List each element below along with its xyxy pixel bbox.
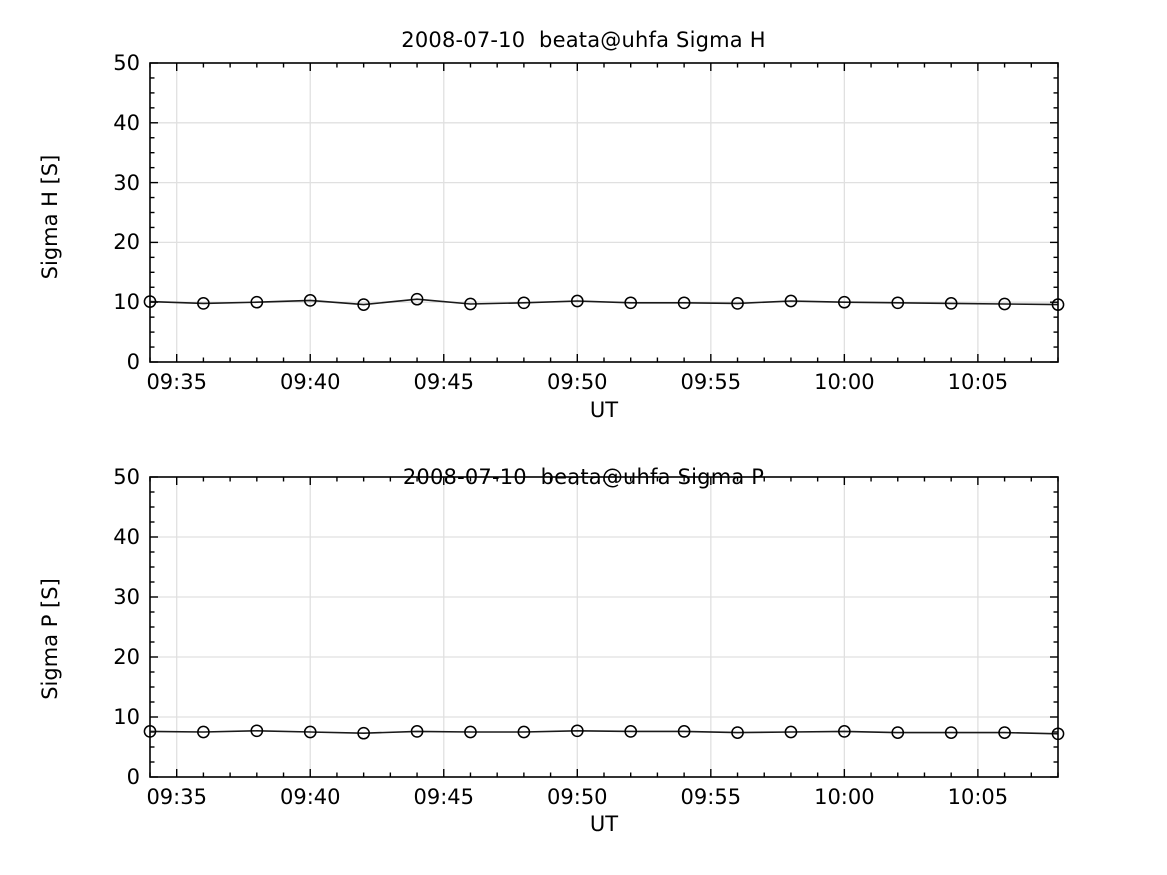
y-tick-label: 50 [113, 51, 140, 75]
data-point-marker [998, 726, 1011, 739]
x-tick-label: 09:40 [279, 370, 341, 394]
data-point-marker [197, 725, 210, 739]
x-tick-label: 10:05 [947, 785, 1009, 809]
data-series-line [149, 729, 1059, 735]
y-tick-label: 0 [126, 765, 140, 789]
axis-ticks [149, 62, 1059, 363]
data-point-marker [677, 725, 691, 738]
data-point-marker [357, 298, 370, 311]
x-tick-label: 09:45 [413, 370, 475, 394]
x-tick-label: 09:55 [680, 785, 742, 809]
data-point-marker [410, 725, 424, 738]
data-point-marker [624, 725, 638, 738]
chart-title-sigma-h: 2008-07-10 beata@uhfa Sigma H [401, 28, 766, 52]
data-point-marker [838, 295, 851, 309]
x-tick-label: 09:40 [279, 785, 341, 809]
plot-area-sigma-h [143, 62, 1065, 363]
data-point-marker [784, 725, 798, 739]
data-point-marker [357, 726, 370, 740]
x-tick-label: 10:05 [947, 370, 1009, 394]
chart-panel-sigma-p: 2008-07-10 beata@uhfa Sigma P Sigma P [S… [0, 437, 1167, 875]
data-point-marker [891, 296, 905, 310]
data-point-marker [998, 297, 1011, 311]
y-tick-label: 40 [113, 110, 140, 135]
y-tick-label: 40 [113, 525, 140, 549]
data-point-marker [944, 297, 958, 310]
data-point-marker [677, 296, 691, 310]
data-point-marker [197, 297, 210, 310]
data-point-marker [410, 292, 424, 306]
data-point-marker [570, 724, 584, 738]
x-tick-label: 10:00 [814, 370, 875, 394]
data-point-marker [517, 296, 531, 310]
y-tick-label: 10 [113, 290, 140, 315]
data-point-marker [464, 297, 477, 311]
x-axis-label-sigma-h: UT [589, 398, 619, 422]
y-tick-label: 0 [126, 350, 140, 374]
data-point-marker [838, 725, 851, 738]
x-tick-label: 09:50 [547, 370, 608, 394]
x-tick-label: 09:35 [146, 785, 207, 809]
grid-lines [150, 63, 1058, 362]
data-point-marker [784, 294, 798, 308]
data-point-markers [143, 724, 1065, 741]
x-tick-label: 10:00 [814, 785, 875, 809]
data-point-marker [731, 726, 744, 739]
data-point-marker [464, 725, 477, 739]
axes-frame [149, 476, 1059, 778]
data-point-marker [250, 724, 264, 738]
x-tick-label: 09:55 [680, 370, 742, 394]
data-point-marker [303, 294, 317, 307]
data-point-marker [570, 294, 584, 308]
grid-lines [150, 477, 1058, 777]
data-point-marker [624, 296, 638, 310]
data-point-marker [944, 726, 958, 739]
x-tick-label: 09:35 [146, 370, 207, 394]
plot-area-sigma-p [143, 476, 1065, 778]
x-tick-label: 09:50 [547, 785, 608, 809]
data-point-marker [731, 297, 744, 310]
data-point-marker [517, 725, 531, 739]
y-tick-label: 20 [113, 230, 140, 255]
data-point-marker [250, 295, 264, 309]
x-tick-label: 09:45 [413, 785, 475, 809]
y-tick-label: 20 [113, 645, 140, 669]
y-tick-label: 30 [113, 585, 140, 609]
axes-frame [149, 62, 1059, 363]
x-axis-label-sigma-p: UT [589, 812, 619, 836]
y-tick-label: 50 [113, 465, 140, 489]
data-point-marker [303, 725, 317, 739]
y-tick-label: 10 [113, 705, 140, 729]
data-series-line [149, 298, 1059, 306]
data-point-marker [891, 726, 905, 739]
y-tick-label: 30 [113, 170, 140, 195]
chart-panel-sigma-h: 2008-07-10 beata@uhfa Sigma H Sigma H [S… [0, 0, 1167, 437]
